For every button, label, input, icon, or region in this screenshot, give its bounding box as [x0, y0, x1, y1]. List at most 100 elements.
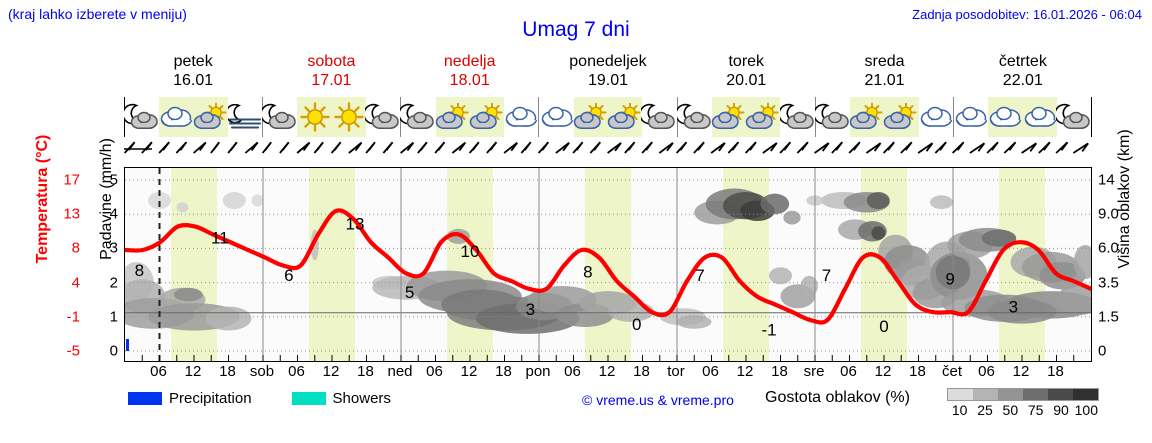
wind-barb-16	[400, 141, 415, 154]
time-label-18: 18	[771, 363, 788, 380]
moon-cloud-icon	[641, 97, 676, 137]
temp-tick-2: 8	[71, 239, 80, 257]
cloud-scale-label-1: 25	[977, 402, 993, 418]
last-updated: Zadnja posodobitev: 16.01.2026 - 06:04	[912, 7, 1142, 22]
page-title: Umag 7 dni	[522, 18, 630, 41]
precipitation-swatch	[128, 392, 162, 405]
moon-cloud-icon	[1055, 97, 1091, 137]
sun-icon	[297, 97, 332, 137]
wind-barb-37	[762, 142, 778, 154]
wind-barb-33	[693, 141, 705, 154]
day-header-5: sreda 21.01	[815, 52, 953, 92]
cloud-scale-step-5	[1073, 389, 1098, 400]
cloud-icon	[919, 97, 953, 137]
wind-barb-55	[1072, 142, 1089, 154]
temp-label-1: 11	[211, 228, 229, 247]
weather-icon-strip	[124, 97, 1092, 137]
wind-barb-8	[261, 141, 272, 154]
day-header-1: sobota 17.01	[262, 52, 400, 92]
temp-tick-0: 17	[63, 171, 80, 189]
time-label-11: pon	[525, 363, 551, 380]
wind-barb-54	[1055, 141, 1069, 154]
day-date: 22.01	[1002, 72, 1043, 89]
wind-barb-32	[675, 141, 688, 154]
wind-barb-28	[607, 142, 622, 154]
wind-barb-22	[503, 141, 518, 154]
cloud-scale-step-3	[1023, 389, 1048, 400]
time-label-13: 12	[598, 363, 616, 380]
cloud-scale-step-1	[973, 389, 998, 400]
temp-label-13: 9	[945, 269, 954, 288]
wind-barb-41	[831, 141, 843, 154]
wind-barb-44	[882, 141, 895, 154]
prec-tick-1: 4	[109, 205, 118, 223]
day-header-2: nedelja 18.01	[401, 52, 539, 92]
wind-barb-12	[330, 141, 342, 154]
wind-barb-36	[744, 141, 757, 154]
temp-label-6: 3	[526, 300, 535, 319]
day-date: 16.01	[173, 72, 214, 89]
location-hint: (kraj lahko izberete v meniju)	[8, 6, 187, 22]
cloud-height-axis-ticks: 14 9.0 6.0 3.5 1.5 0	[1098, 167, 1138, 362]
temp-label-4: 5	[405, 283, 414, 302]
icon-day-group-1	[262, 97, 402, 137]
wind-barb-40	[814, 142, 830, 154]
cloud-density-legend-title: Gostota oblakov (%)	[765, 389, 910, 406]
temp-label-5: 10	[461, 242, 480, 261]
wind-barb-4	[193, 141, 207, 154]
wind-barb-50	[986, 141, 999, 154]
temp-tick-5: -5	[66, 342, 80, 360]
day-date: 21.01	[864, 72, 905, 89]
legend-item-showers: Showers	[291, 390, 391, 407]
legend-label-precipitation: Precipitation	[169, 390, 252, 407]
precipitation-legend: Precipitation Showers	[128, 390, 391, 407]
wind-barb-39	[796, 141, 809, 154]
time-label-24: 06	[978, 363, 995, 380]
cloud-tick-2: 6.0	[1098, 239, 1119, 257]
temp-label-12: 0	[879, 317, 888, 336]
wind-barb-0	[123, 141, 136, 154]
cloud-icon	[504, 97, 538, 137]
wind-barb-35	[727, 141, 740, 154]
legend-label-showers: Showers	[332, 390, 391, 407]
time-label-22: 18	[909, 363, 926, 380]
wind-barb-29	[624, 141, 636, 154]
cloud-scale-label-3: 75	[1027, 402, 1044, 418]
wind-barb-17	[417, 141, 428, 154]
time-label-7: ned	[387, 363, 413, 380]
day-name: ponedeljek	[569, 53, 647, 70]
day-header-0: petek 16.01	[124, 52, 262, 92]
sun-cloud-icon	[435, 97, 470, 137]
time-label-19: sre	[803, 363, 825, 380]
time-axis-labels: 06 12 18 sob 06 12 18 ned 06 12 18 pon 06 12 18 tor 06 12…	[124, 363, 1092, 383]
time-label-25: 12	[1012, 363, 1030, 380]
cloud-tick-3: 3.5	[1098, 274, 1119, 292]
temp-label-11: 7	[822, 266, 831, 285]
time-label-8: 06	[426, 363, 443, 380]
day-date: 17.01	[311, 72, 352, 89]
wind-barb-3	[175, 141, 188, 154]
showers-swatch	[291, 392, 326, 405]
wind-barb-18	[434, 141, 446, 154]
precipitation-bar	[126, 339, 129, 351]
wind-barb-53	[1038, 141, 1051, 154]
time-label-9: 12	[460, 363, 478, 380]
daylight-band-0	[171, 168, 217, 361]
prec-tick-0: 5	[109, 171, 118, 189]
copyright-link[interactable]: © vreme.us & vreme.pro	[582, 392, 734, 408]
prec-tick-4: 1	[109, 308, 118, 326]
cloud-scale-label-4: 90	[1053, 402, 1069, 418]
temp-tick-3: 4	[71, 274, 80, 292]
day-header-row: petek 16.01 sobota 17.01 nedelja 18.01 ponedel…	[124, 52, 1092, 92]
temp-label-8: 0	[632, 315, 641, 334]
wind-barb-20	[468, 141, 480, 154]
cloud-scale-label-0: 10	[951, 402, 968, 418]
sun-cloud-icon	[746, 97, 781, 137]
legend-item-precipitation: Precipitation	[128, 390, 252, 407]
cloud-scale-label-5: 100	[1074, 402, 1099, 418]
prec-tick-5: 0	[109, 342, 118, 360]
wind-barb-51	[1003, 141, 1017, 154]
sun-icon	[331, 97, 366, 137]
time-label-23: čet	[941, 363, 963, 380]
